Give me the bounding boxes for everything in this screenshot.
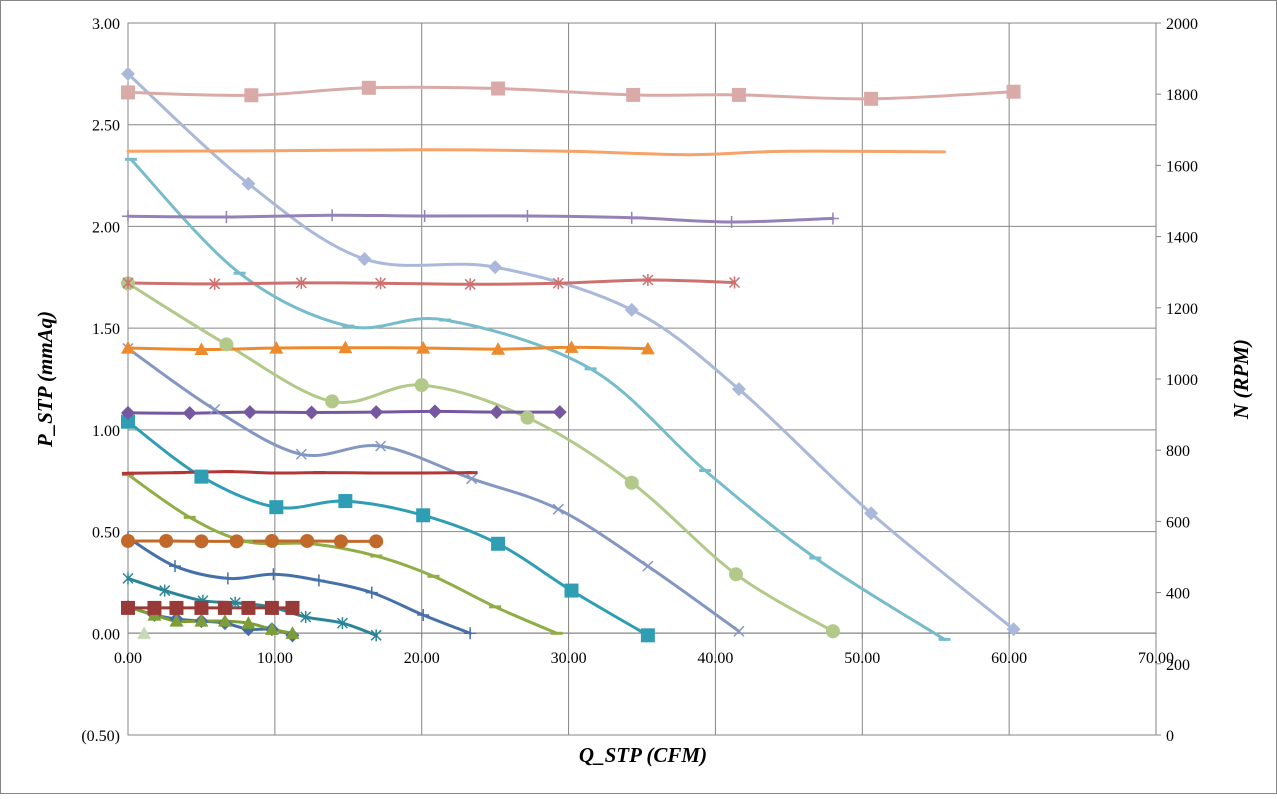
y2-tick-label: 1600	[1166, 158, 1198, 175]
x-tick-label: 10.00	[257, 650, 293, 667]
y2-tick-label: 1400	[1166, 230, 1198, 247]
x-tick-label: 20.00	[404, 650, 440, 667]
y2-tick-label: 2000	[1166, 16, 1198, 33]
data-point	[369, 534, 383, 548]
data-point	[864, 92, 878, 106]
y-tick-label: 0.00	[92, 626, 120, 643]
data-point	[169, 601, 183, 615]
data-point	[194, 601, 208, 615]
data-point	[1007, 85, 1021, 99]
y-tick-label: 2.50	[92, 118, 120, 135]
data-point	[147, 601, 161, 615]
data-point	[121, 601, 135, 615]
data-point	[285, 601, 299, 615]
x-tick-label: 30.00	[551, 650, 587, 667]
data-point	[218, 601, 232, 615]
y2-axis-title: N (RPM)	[1229, 339, 1253, 420]
data-point	[244, 88, 258, 102]
y-axis-title: P_STP (mmAq)	[33, 311, 57, 448]
data-point	[230, 534, 244, 548]
data-point	[641, 628, 655, 642]
x-tick-label: 60.00	[991, 650, 1027, 667]
x-tick-label: 40.00	[697, 650, 733, 667]
data-point	[415, 378, 429, 392]
y2-tick-label: 400	[1166, 586, 1190, 603]
data-point	[121, 85, 135, 99]
data-point	[265, 534, 279, 548]
data-point	[159, 534, 173, 548]
data-point	[732, 88, 746, 102]
y-tick-label: 1.50	[92, 321, 120, 338]
data-point	[729, 567, 743, 581]
y-tick-label: 0.50	[92, 525, 120, 542]
x-tick-label: 0.00	[114, 650, 142, 667]
y2-tick-label: 1200	[1166, 301, 1198, 318]
data-point	[826, 624, 840, 638]
data-point	[416, 508, 430, 522]
data-point	[338, 494, 352, 508]
y2-tick-label: 600	[1166, 514, 1190, 531]
x-tick-label: 50.00	[844, 650, 880, 667]
y2-tick-label: 800	[1166, 443, 1190, 460]
data-point	[241, 601, 255, 615]
y2-tick-label: 0	[1166, 728, 1174, 745]
data-point	[269, 500, 283, 514]
data-point	[625, 476, 639, 490]
y-tick-label: (0.50)	[81, 728, 120, 745]
data-point	[565, 584, 579, 598]
y-tick-label: 3.00	[92, 16, 120, 33]
data-point	[334, 534, 348, 548]
data-point	[219, 337, 233, 351]
data-point	[194, 470, 208, 484]
data-point	[194, 534, 208, 548]
y-tick-label: 1.00	[92, 423, 120, 440]
data-point	[520, 411, 534, 425]
y2-tick-label: 200	[1166, 657, 1190, 674]
x-axis-title: Q_STP (CFM)	[579, 743, 707, 767]
data-point	[265, 601, 279, 615]
data-point	[325, 394, 339, 408]
y2-tick-label: 1800	[1166, 87, 1198, 104]
y-tick-label: 2.00	[92, 219, 120, 236]
data-point	[121, 534, 135, 548]
data-point	[300, 534, 314, 548]
data-point	[626, 88, 640, 102]
data-point	[491, 537, 505, 551]
y2-tick-label: 1000	[1166, 372, 1198, 389]
data-point	[362, 81, 376, 95]
data-point	[491, 82, 505, 96]
